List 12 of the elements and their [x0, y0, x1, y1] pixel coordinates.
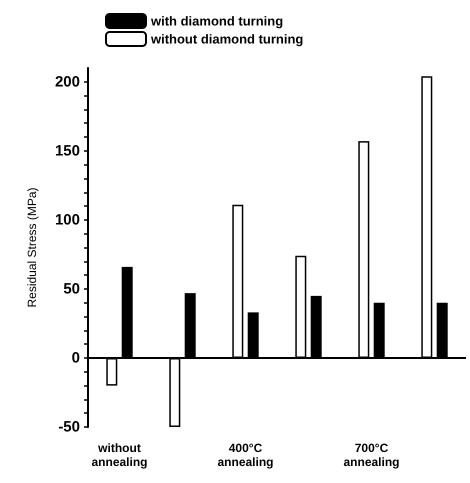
y-tick-label: 0: [72, 349, 80, 366]
y-tick-label: -50: [58, 418, 80, 436]
y-tick-label: 150: [54, 142, 80, 160]
y-tick-label: 50: [63, 280, 80, 298]
y-axis-title: Residual Stress (MPa): [25, 187, 39, 308]
legend-label: without diamond turning: [150, 32, 304, 46]
x-tick-label: 700°C annealing: [343, 441, 400, 469]
y-tick-label: 100: [54, 211, 80, 228]
x-tick-label: without annealing: [91, 441, 148, 469]
y-tick-label: 200: [54, 73, 80, 90]
x-tick-label: 400°C annealing: [217, 441, 274, 469]
legend-label: with diamond turning: [150, 14, 284, 28]
